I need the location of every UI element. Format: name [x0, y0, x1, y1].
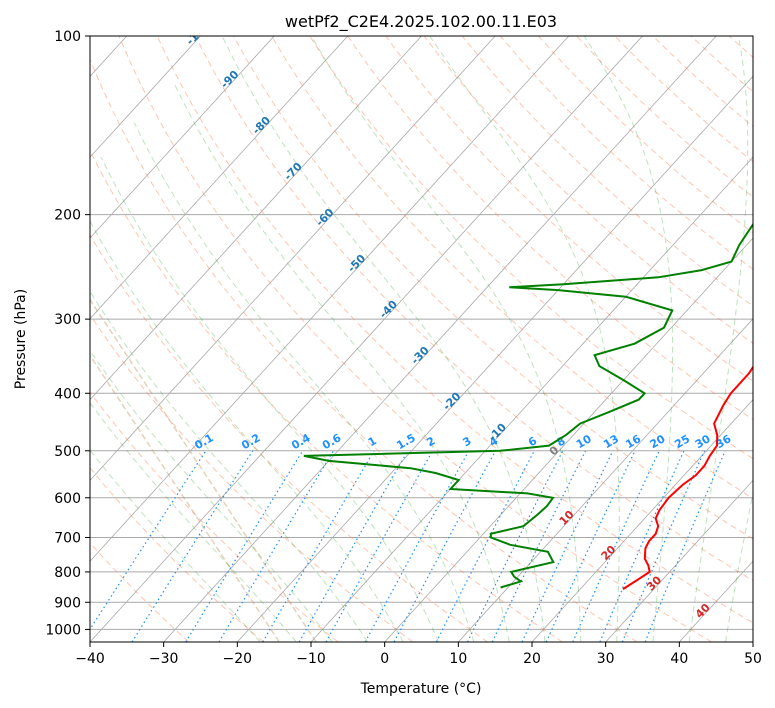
mixing-ratio-lines [90, 450, 726, 642]
dry-adiabat-line [90, 149, 563, 642]
x-tick-label--20: −20 [223, 651, 253, 667]
x-tick-label-50: 50 [744, 651, 762, 667]
pressure-gridlines [90, 36, 753, 630]
plot-frame [89, 35, 754, 643]
y-tick-label-1000: 1000 [45, 622, 81, 638]
x-tick-label--10: −10 [296, 651, 326, 667]
mixing-ratio-line [364, 450, 470, 642]
isotherm-line [90, 36, 422, 401]
isotherm-line [90, 36, 201, 158]
y-tick-label-800: 800 [54, 565, 81, 581]
y-axis-label: Pressure (hPa) [13, 289, 29, 389]
isotherm-line [458, 318, 753, 642]
dry-adiabat-line [194, 36, 753, 582]
dewpoint-profile-line [303, 222, 753, 589]
isotherm-line [605, 479, 753, 642]
y-tick-label-500: 500 [54, 444, 81, 460]
moist-adiabat-line [90, 220, 404, 642]
hgz-lines [90, 298, 317, 642]
moist-adiabat-line [173, 82, 510, 642]
dry-adiabat-line [271, 36, 753, 500]
mixing-ratio-line [572, 450, 660, 642]
dry-adiabat-line [90, 58, 638, 642]
y-tick-label-100: 100 [54, 29, 81, 45]
x-axis-ticks: −40 −30 −20 −10 0 10 20 30 40 50 [75, 642, 762, 667]
moist-adiabat-line [583, 36, 674, 642]
hgz-line [90, 298, 317, 642]
x-tick-label-30: 30 [597, 651, 615, 667]
y-tick-label-400: 400 [54, 386, 81, 402]
mixing-ratio-line [262, 450, 375, 642]
moist-adiabat-line [133, 122, 475, 642]
dry-adiabat-line [309, 36, 753, 460]
mixing-ratio-line [90, 450, 207, 631]
isotherm-line [90, 36, 496, 482]
x-tick-label-40: 40 [670, 651, 688, 667]
isotherm-line [237, 75, 753, 642]
y-tick-label-300: 300 [54, 312, 81, 328]
isotherm-line [90, 36, 570, 562]
isotherm-line [90, 36, 349, 320]
x-axis-label: Temperature (°C) [360, 681, 482, 697]
isotherms [90, 36, 753, 642]
dry-adiabat-line [347, 36, 753, 421]
moist-adiabat-line [725, 490, 753, 642]
y-tick-label-700: 700 [54, 531, 81, 547]
isotherm-line [531, 399, 753, 642]
mixing-ratio-line [185, 450, 304, 642]
isotherm-line [90, 36, 643, 642]
isotherm-line [163, 36, 717, 642]
dry-adiabats [90, 36, 753, 642]
moist-adiabat-line [221, 36, 546, 642]
moist-adiabat-line [90, 349, 333, 642]
moist-adiabat-line [100, 156, 439, 642]
dry-adiabat-line [90, 542, 190, 642]
x-tick-label--30: −30 [149, 651, 179, 667]
x-tick-label--40: −40 [75, 651, 105, 667]
chart-title: wetPf2_C2E4.2025.102.00.11.E03 [285, 12, 557, 32]
mixing-ratio-line [393, 450, 497, 642]
moist-adiabat-line [310, 36, 582, 642]
y-axis-ticks: 100 200 300 400 500 600 700 800 900 1000 [45, 29, 90, 638]
mixing-ratio-line [545, 450, 636, 642]
dry-adiabat-line [90, 467, 264, 642]
mixing-ratio-line [491, 450, 587, 642]
moist-adiabat-line [688, 36, 749, 642]
y-tick-label-900: 900 [54, 595, 81, 611]
y-tick-label-600: 600 [54, 491, 81, 507]
dry-adiabat-line [90, 391, 339, 642]
isotherm-line [310, 156, 753, 642]
dry-adiabat-line [118, 36, 712, 642]
dry-adiabat-line [156, 36, 753, 624]
temperature-profile-line [622, 365, 753, 590]
mixing-ratio-line [131, 450, 254, 642]
isotherm-line [384, 237, 753, 642]
y-tick-label-200: 200 [54, 208, 81, 224]
dry-adiabat-line [90, 233, 488, 642]
x-tick-label-10: 10 [449, 651, 467, 667]
hgz-line [90, 354, 280, 642]
dry-adiabat-line [232, 36, 753, 540]
moist-adiabat-line [90, 290, 369, 642]
mixing-ratio-line [218, 450, 335, 642]
x-tick-label-0: 0 [380, 651, 389, 667]
moist-adiabat-line [90, 449, 261, 642]
isotherm-label: -100 [184, 19, 213, 48]
isotherm-line [90, 36, 275, 239]
profiles [303, 222, 753, 590]
x-tick-label-20: 20 [523, 651, 541, 667]
mixing-ratio-line [521, 450, 614, 642]
